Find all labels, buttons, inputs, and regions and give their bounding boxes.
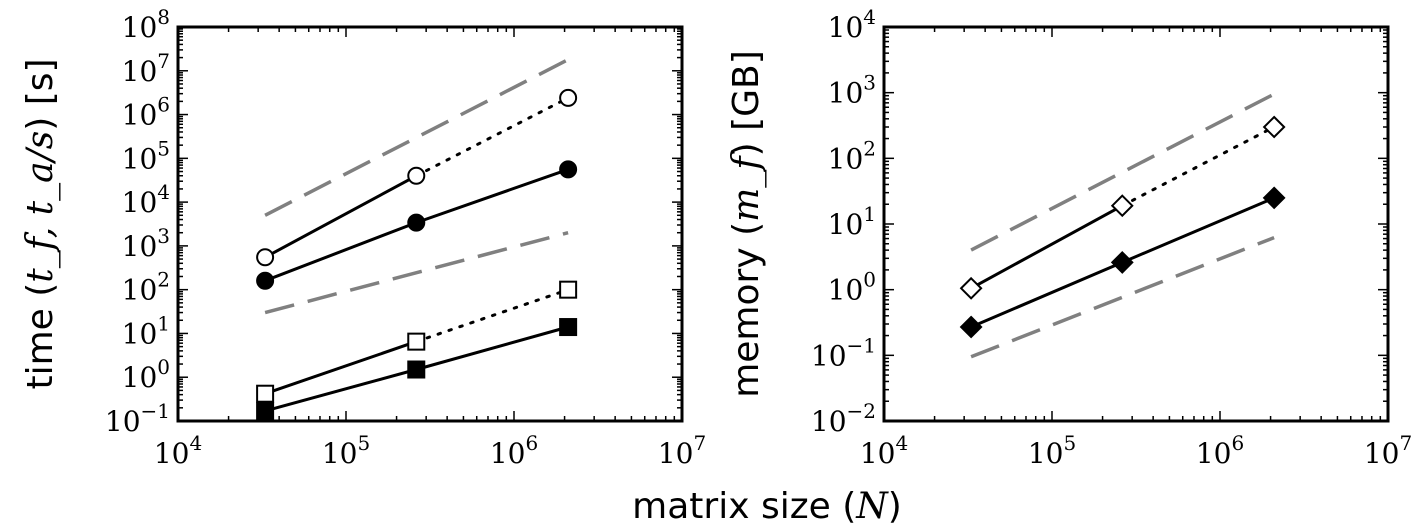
point-open-circle-solid <box>407 166 426 185</box>
y-tick-label: 10−1 <box>105 399 170 438</box>
point-filled-diamond <box>1110 251 1134 274</box>
series-line-open-circle-dotted <box>414 96 570 178</box>
y-tick-label: 102 <box>122 268 170 307</box>
x-tick-label: 104 <box>860 431 908 470</box>
ticks <box>883 26 1389 422</box>
point-filled-circle <box>407 213 426 232</box>
point-open-square-solid <box>256 384 275 403</box>
y-axis-label: memory (m_f) [GB] <box>726 50 767 398</box>
series-line-reference-lower <box>264 231 569 315</box>
point-open-diamond-solid <box>1110 194 1134 218</box>
series-line-open-diamond-dotted <box>1120 125 1276 208</box>
marker-layer <box>959 115 1286 339</box>
y-tick-label: 103 <box>828 71 876 110</box>
y-tick-label: 107 <box>122 49 170 88</box>
y-tick-label: 104 <box>122 180 170 219</box>
series-line-open-circle-solid <box>264 174 418 259</box>
point-open-diamond-solid <box>959 276 983 300</box>
plot-frame <box>176 25 684 423</box>
memory-panel: 104 105 106 107 10−2 10−1 100 101 102 103 104 memor… <box>726 5 1412 470</box>
point-filled-square <box>256 401 275 420</box>
ticks <box>177 26 683 422</box>
x-tick-label: 107 <box>1364 431 1412 470</box>
point-filled-circle <box>256 271 275 290</box>
series-line-reference-upper <box>970 92 1275 252</box>
y-tick-label: 103 <box>122 224 170 263</box>
y-tick-label: 101 <box>828 202 876 241</box>
y-tick-label: 108 <box>122 5 170 44</box>
series-line-reference-lower <box>970 235 1275 359</box>
marker-layer <box>256 88 578 420</box>
y-tick-label: 10−1 <box>811 333 876 372</box>
point-open-circle-dotted <box>559 88 578 107</box>
y-tick-label: 105 <box>122 136 170 175</box>
y-tick-label: 100 <box>828 268 876 307</box>
point-filled-square <box>407 360 426 379</box>
y-axis-label: time (t_f, t_a/s) [s] <box>20 58 61 389</box>
x-tick-label: 104 <box>154 431 202 470</box>
point-filled-square <box>559 318 578 337</box>
x-tick-label: 106 <box>490 431 538 470</box>
y-tick-label: 10−2 <box>811 399 876 438</box>
series-line-open-square-solid <box>264 340 417 396</box>
x-tick-label: 105 <box>322 431 370 470</box>
y-tick-label: 104 <box>828 5 876 44</box>
series-line-reference-upper <box>264 58 569 217</box>
x-tick-label: 105 <box>1028 431 1076 470</box>
y-tick-label: 102 <box>828 136 876 175</box>
point-filled-circle <box>559 160 578 179</box>
y-tick-label: 100 <box>122 355 170 394</box>
point-filled-diamond <box>1262 186 1286 210</box>
x-tick-label: 107 <box>658 431 706 470</box>
point-open-circle-solid <box>256 248 275 267</box>
time-panel: 104 105 106 107 10−1 100 101 102 103 104 105 106 107… <box>20 5 706 470</box>
x-axis-label: matrix size (N) <box>632 486 902 527</box>
x-tick-label: 106 <box>1196 431 1244 470</box>
series-line-open-square-dotted <box>414 288 570 344</box>
point-open-square-dotted <box>559 280 578 299</box>
data-layer <box>264 58 570 413</box>
point-open-square-solid <box>407 332 426 351</box>
series-line-open-diamond-solid <box>970 204 1124 290</box>
y-tick-label: 101 <box>122 311 170 350</box>
point-open-diamond-dotted <box>1262 115 1286 139</box>
data-layer <box>970 92 1276 359</box>
plot-frame <box>882 25 1390 423</box>
y-tick-label: 106 <box>122 93 170 132</box>
point-filled-diamond <box>959 315 983 339</box>
